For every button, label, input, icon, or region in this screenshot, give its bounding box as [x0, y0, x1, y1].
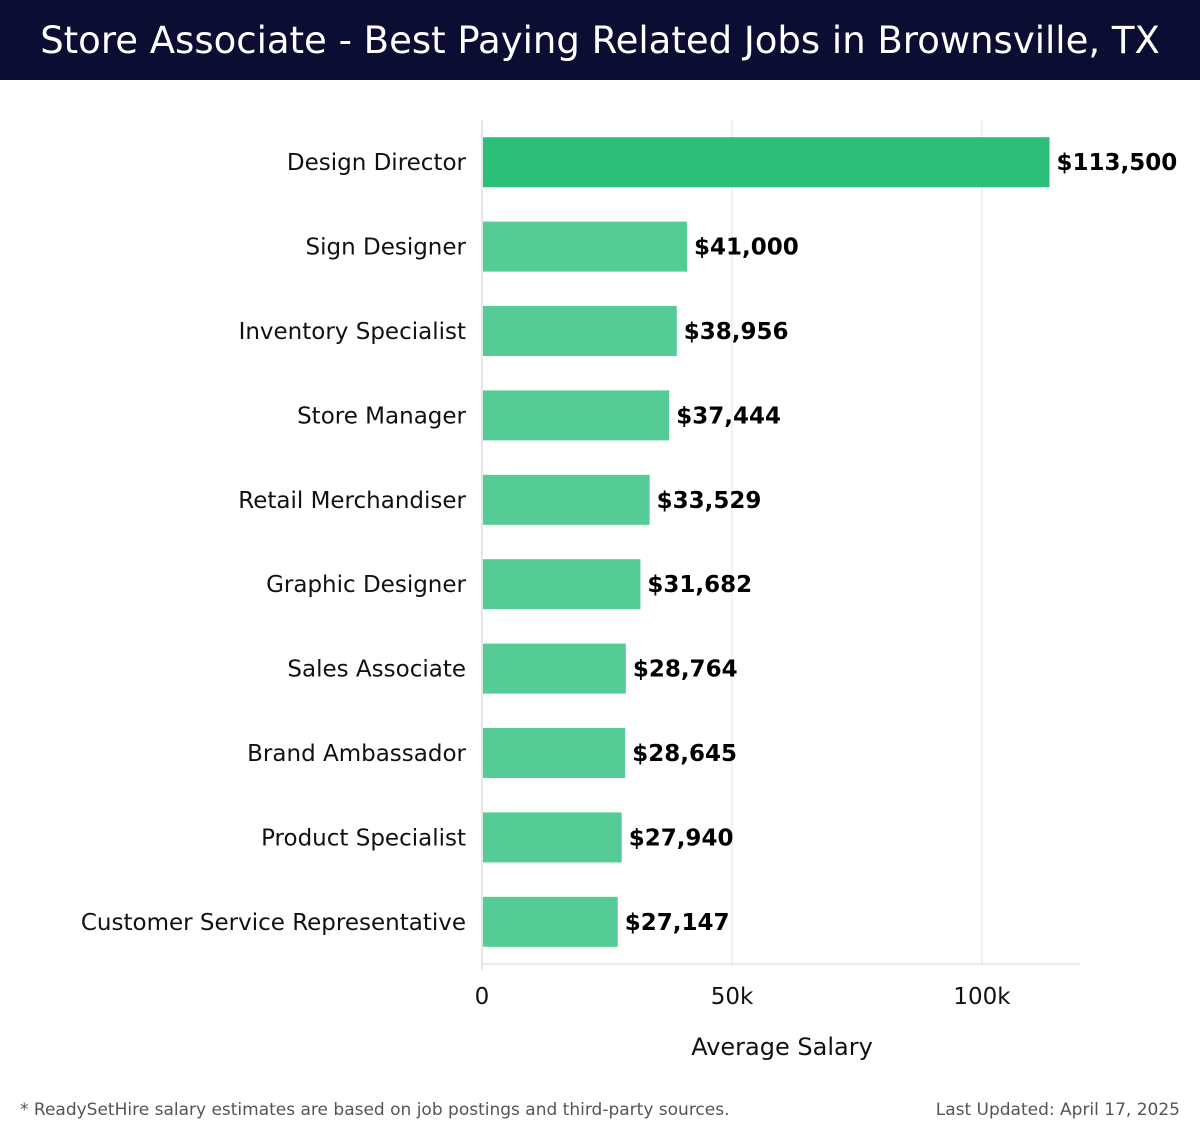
- category-label-5: Retail Merchandiser: [238, 488, 466, 514]
- bar-3: [483, 306, 677, 356]
- category-label-9: Product Specialist: [261, 825, 466, 851]
- category-label-7: Sales Associate: [287, 657, 466, 683]
- value-label-8: $28,645: [632, 741, 737, 767]
- category-label-8: Brand Ambassador: [247, 741, 466, 767]
- value-label-3: $38,956: [684, 319, 789, 345]
- x-tick-label-2: 100k: [953, 984, 1011, 1010]
- value-label-1: $113,500: [1057, 150, 1178, 176]
- category-label-1: Design Director: [287, 150, 467, 176]
- value-label-7: $28,764: [633, 657, 738, 683]
- x-tick-label-1: 50k: [711, 984, 754, 1010]
- chart-header: Store Associate - Best Paying Related Jo…: [0, 0, 1200, 80]
- bar-9: [483, 812, 622, 863]
- x-axis-title: Average Salary: [691, 1033, 873, 1061]
- last-updated: Last Updated: April 17, 2025: [935, 1100, 1180, 1120]
- value-label-4: $37,444: [676, 403, 781, 429]
- value-label-5: $33,529: [657, 488, 762, 514]
- bar-1: [483, 137, 1050, 188]
- bar-chart: Design Director $113,500 Sign Designer $41,…: [81, 120, 1178, 1061]
- bar-6: [483, 559, 641, 610]
- chart-title: Store Associate - Best Paying Related Jo…: [40, 18, 1160, 62]
- category-label-2: Sign Designer: [306, 235, 467, 261]
- value-label-10: $27,147: [625, 910, 730, 936]
- value-label-2: $41,000: [694, 235, 799, 261]
- category-label-4: Store Manager: [297, 403, 466, 429]
- value-label-9: $27,940: [629, 825, 734, 851]
- category-label-3: Inventory Specialist: [239, 319, 466, 345]
- bar-7: [483, 643, 626, 694]
- bar-8: [483, 728, 626, 778]
- bar-4: [483, 390, 670, 441]
- category-label-10: Customer Service Representative: [81, 910, 466, 936]
- category-label-6: Graphic Designer: [266, 572, 466, 598]
- bar-5: [483, 474, 650, 525]
- x-tick-label-0: 0: [475, 984, 490, 1010]
- footer-note: * ReadySetHire salary estimates are base…: [20, 1100, 730, 1120]
- bar-2: [483, 221, 687, 272]
- bar-10: [483, 896, 618, 947]
- value-label-6: $31,682: [647, 572, 752, 598]
